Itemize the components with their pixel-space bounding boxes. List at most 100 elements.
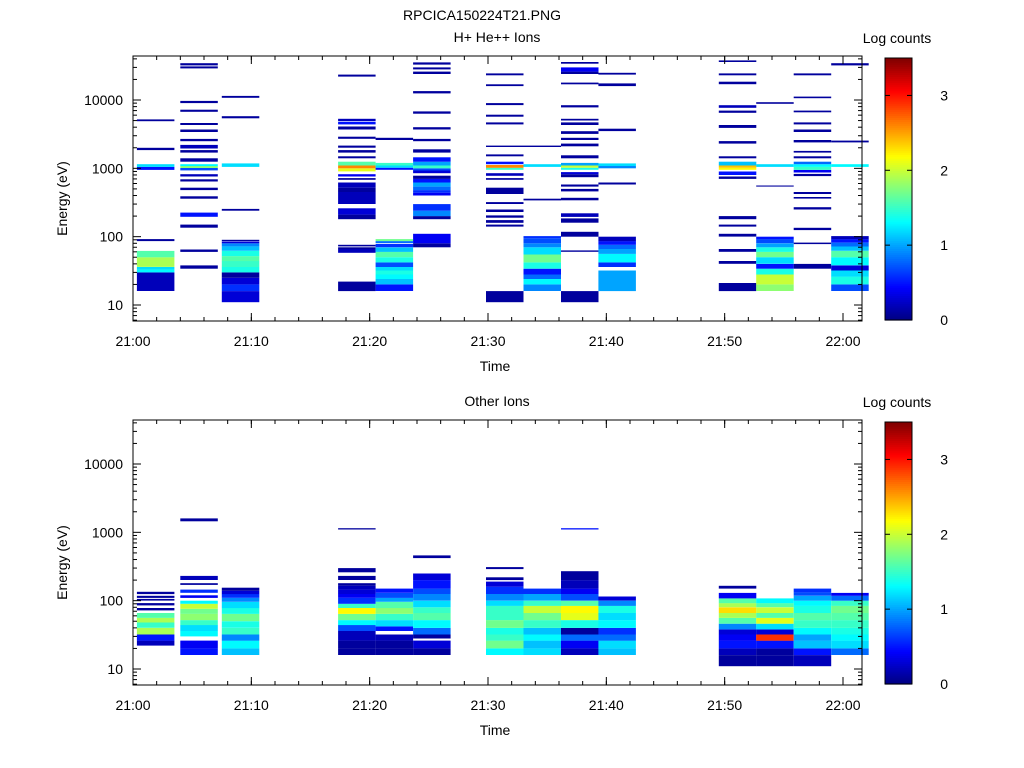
colorbar-segment	[885, 94, 912, 98]
heatmap-cell	[375, 597, 414, 602]
colorbar-segment	[885, 191, 912, 194]
heatmap-cell	[136, 634, 175, 641]
heatmap-cell	[221, 627, 260, 635]
colorbar-segment	[885, 307, 912, 311]
colorbar-segment	[885, 68, 912, 71]
heatmap-cell	[338, 178, 376, 180]
colorbar-segment	[885, 199, 912, 202]
colorbar-segment	[885, 499, 912, 503]
heatmap-cell	[793, 627, 832, 635]
heatmap-cell	[338, 145, 376, 148]
colorbar-segment	[885, 679, 912, 683]
heatmap-cell	[338, 589, 376, 594]
heatmap-cell	[793, 169, 832, 173]
heatmap-cell	[413, 192, 451, 196]
heatmap-cell	[486, 567, 524, 570]
heatmap-cell	[561, 167, 599, 170]
heatmap-cell	[338, 249, 376, 253]
heatmap-cell	[136, 591, 175, 595]
heatmap-cell	[598, 166, 636, 169]
colorbar-segment	[885, 221, 912, 225]
colorbar-segment	[885, 58, 912, 61]
colorbar-segment	[885, 252, 912, 256]
colorbar-segment	[885, 84, 912, 88]
heatmap-cell	[136, 269, 175, 273]
colorbar-segment	[885, 503, 912, 507]
heatmap-cell	[598, 241, 636, 245]
heatmap-cells	[136, 518, 869, 667]
colorbar-segment	[885, 240, 912, 243]
heatmap-cell	[221, 648, 260, 655]
heatmap-cell	[486, 224, 524, 227]
heatmap-cell	[375, 244, 414, 248]
colorbar-segment	[885, 512, 912, 515]
colorbar-segment	[885, 268, 912, 272]
colorbar-segment	[885, 264, 912, 268]
colorbar-segment	[885, 606, 912, 609]
heatmap-cell	[486, 291, 524, 303]
heatmap-cell	[793, 173, 832, 177]
y-axis-label: Energy (eV)	[54, 525, 70, 600]
x-tick-label: 21:50	[707, 697, 742, 713]
heatmap-cell	[598, 600, 636, 606]
heatmap-cell	[793, 96, 832, 99]
heatmap-cell	[221, 640, 260, 649]
heatmap-cell	[718, 141, 757, 144]
heatmap-cells	[136, 60, 869, 303]
x-tick-label: 21:00	[115, 333, 150, 349]
heatmap-cell	[598, 83, 636, 87]
colorbar-segment	[885, 614, 912, 618]
heatmap-cell	[793, 150, 832, 153]
colorbar-segment	[885, 546, 912, 550]
colorbar-segment	[885, 485, 912, 489]
heatmap-cell	[338, 608, 376, 614]
heatmap-cell	[180, 631, 218, 637]
heatmap-cell	[221, 267, 260, 273]
colorbar-segment	[885, 231, 912, 235]
colorbar-segment	[885, 610, 912, 613]
heatmap-cell	[486, 215, 524, 218]
colorbar-segment	[885, 270, 912, 274]
heatmap-cell	[598, 620, 636, 628]
heatmap-cell	[793, 600, 832, 606]
colorbar-segment	[885, 139, 912, 143]
heatmap-cell	[718, 603, 757, 608]
heatmap-cell	[338, 528, 376, 530]
colorbar-segment	[885, 647, 912, 650]
colorbar-tick-label: 0	[940, 676, 948, 692]
heatmap-cell	[375, 162, 414, 166]
colorbar-segment	[885, 663, 912, 667]
heatmap-cell	[413, 216, 451, 220]
colorbar-segment	[885, 315, 912, 319]
x-tick-label: 21:10	[234, 697, 269, 713]
heatmap-cell	[413, 157, 451, 162]
colorbar-segment	[885, 80, 912, 84]
heatmap-cell	[413, 138, 451, 142]
heatmap-cell	[486, 586, 524, 594]
colorbar-segment	[885, 107, 912, 110]
colorbar-segment	[885, 303, 912, 307]
colorbar-segment	[885, 72, 912, 75]
heatmap-cell	[180, 648, 218, 655]
colorbar-segment	[885, 186, 912, 190]
heatmap-cell	[180, 613, 218, 621]
heatmap-cell	[756, 257, 794, 264]
heatmap-cell	[375, 608, 414, 614]
heatmap-cell	[718, 655, 757, 667]
heatmap-cell	[561, 131, 599, 134]
heatmap-cell	[523, 605, 561, 613]
colorbar-segment	[885, 542, 912, 546]
colorbar-tick-label: 3	[940, 451, 948, 467]
heatmap-cell	[793, 207, 832, 210]
colorbar-segment	[885, 563, 912, 566]
colorbar-segment	[885, 289, 912, 292]
colorbar-segment	[885, 454, 912, 458]
colorbar-segment	[885, 131, 912, 135]
colorbar-segment	[885, 172, 912, 176]
colorbar-segment	[885, 297, 912, 301]
x-tick-label: 21:30	[470, 697, 505, 713]
colorbar-segment	[885, 258, 912, 262]
heatmap-cell	[486, 605, 524, 613]
colorbar-segment	[885, 301, 912, 305]
